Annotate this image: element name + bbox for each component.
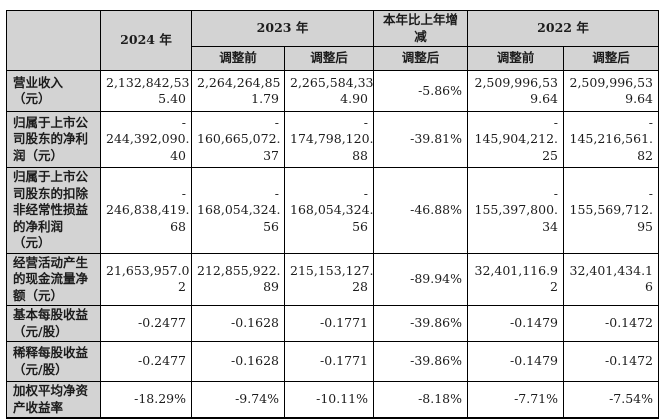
table-row-operating-cash-flow: 经营活动产生 的现金流量净 额（元） 21,653,957.0 2 212,85… (6, 252, 659, 306)
cell-diluted-eps-2022-after: -0.1472 (563, 341, 659, 382)
cell-diluted-eps-2022-before: -0.1479 (467, 341, 564, 382)
corner-cell (6, 10, 101, 71)
cell-basic-eps-2022-before: -0.1479 (467, 305, 564, 342)
cell-revenue-2023-after: 2,265,584,33 4.90 (284, 70, 374, 112)
cell-excl-nonrecurring-2022-before: - 155,397,800. 34 (467, 167, 564, 254)
cell-basic-eps-2024: -0.2477 (100, 305, 192, 342)
cell-cash-flow-2023-after: 215,153,127. 28 (284, 252, 374, 306)
cell-excl-nonrecurring-change: -46.88% (373, 167, 468, 254)
cell-cash-flow-2024: 21,653,957.0 2 (100, 252, 192, 306)
subheader-2022-before-adjust: 调整前 (467, 46, 564, 71)
table-row-basic-eps: 基本每股收益 （元/股） -0.2477 -0.1628 -0.1771 -39… (6, 305, 659, 342)
cell-roe-2023-after: -10.11% (284, 381, 374, 419)
cell-cash-flow-2022-after: 32,401,434.1 6 (563, 252, 659, 306)
cell-excl-nonrecurring-2023-after: - 168,054,324. 56 (284, 167, 374, 254)
cell-basic-eps-change: -39.86% (373, 305, 468, 342)
cell-cash-flow-change: -89.94% (373, 252, 468, 306)
cell-roe-2024: -18.29% (100, 381, 192, 419)
row-label-basic-eps: 基本每股收益 （元/股） (6, 305, 101, 342)
table-row-weighted-avg-roe: 加权平均净资 产收益率 -18.29% -9.74% -10.11% -8.18… (6, 381, 659, 419)
row-label-revenue: 营业收入 （元） (6, 70, 101, 112)
cell-roe-change: -8.18% (373, 381, 468, 419)
cell-roe-2022-after: -7.54% (563, 381, 659, 419)
subheader-2023-after-adjust: 调整后 (284, 46, 374, 71)
cell-net-profit-2023-before: - 160,665,072. 37 (191, 111, 285, 168)
cell-revenue-2022-after: 2,509,996,53 9.64 (563, 70, 659, 112)
table-row-net-profit: 归属于上市公 司股东的净利 润（元） - 244,392,090. 40 - 1… (6, 111, 659, 168)
subheader-change-after-adjust: 调整后 (373, 46, 468, 71)
cell-net-profit-2024: - 244,392,090. 40 (100, 111, 192, 168)
cell-excl-nonrecurring-2024: - 246,838,419. 68 (100, 167, 192, 254)
cell-net-profit-2022-after: - 145,216,561. 82 (563, 111, 659, 168)
header-yoy-change: 本年比上年增 减 (373, 10, 468, 47)
row-label-net-profit-excl-nonrecurring: 归属于上市公 司股东的扣除 非经常性损益 的净利润 （元） (6, 167, 101, 254)
cell-cash-flow-2023-before: 212,855,922. 89 (191, 252, 285, 306)
row-label-net-profit: 归属于上市公 司股东的净利 润（元） (6, 111, 101, 168)
subheader-2022-after-adjust: 调整后 (563, 46, 659, 71)
row-label-operating-cash-flow: 经营活动产生 的现金流量净 额（元） (6, 252, 101, 306)
cell-revenue-2022-before: 2,509,996,53 9.64 (467, 70, 564, 112)
cell-roe-2022-before: -7.71% (467, 381, 564, 419)
cell-diluted-eps-2024: -0.2477 (100, 341, 192, 382)
cell-excl-nonrecurring-2022-after: - 155,569,712. 95 (563, 167, 659, 254)
financial-summary-table: 2024 年 2023 年 本年比上年增 减 2022 年 调整前 调整后 调整… (6, 10, 659, 419)
cell-basic-eps-2023-after: -0.1771 (284, 305, 374, 342)
cell-diluted-eps-2023-after: -0.1771 (284, 341, 374, 382)
row-label-diluted-eps: 稀释每股收益 （元/股） (6, 341, 101, 382)
cell-excl-nonrecurring-2023-before: - 168,054,324. 56 (191, 167, 285, 254)
row-label-weighted-avg-roe: 加权平均净资 产收益率 (6, 381, 101, 419)
cell-net-profit-2023-after: - 174,798,120. 88 (284, 111, 374, 168)
table-row-net-profit-excl-nonrecurring: 归属于上市公 司股东的扣除 非经常性损益 的净利润 （元） - 246,838,… (6, 167, 659, 254)
header-year-2022: 2022 年 (467, 10, 659, 47)
cell-net-profit-2022-before: - 145,904,212. 25 (467, 111, 564, 168)
cell-roe-2023-before: -9.74% (191, 381, 285, 419)
cell-basic-eps-2022-after: -0.1472 (563, 305, 659, 342)
cell-revenue-2024: 2,132,842,53 5.40 (100, 70, 192, 112)
table-row-revenue: 营业收入 （元） 2,132,842,53 5.40 2,264,264,85 … (6, 70, 659, 112)
header-year-2024: 2024 年 (100, 10, 192, 71)
cell-revenue-2023-before: 2,264,264,85 1.79 (191, 70, 285, 112)
cell-revenue-change: -5.86% (373, 70, 468, 112)
cell-diluted-eps-2023-before: -0.1628 (191, 341, 285, 382)
cell-basic-eps-2023-before: -0.1628 (191, 305, 285, 342)
cell-cash-flow-2022-before: 32,401,116.9 2 (467, 252, 564, 306)
cell-diluted-eps-change: -39.86% (373, 341, 468, 382)
subheader-2023-before-adjust: 调整前 (191, 46, 285, 71)
cell-net-profit-change: -39.81% (373, 111, 468, 168)
table-row-diluted-eps: 稀释每股收益 （元/股） -0.2477 -0.1628 -0.1771 -39… (6, 341, 659, 382)
header-year-2023: 2023 年 (191, 10, 374, 47)
